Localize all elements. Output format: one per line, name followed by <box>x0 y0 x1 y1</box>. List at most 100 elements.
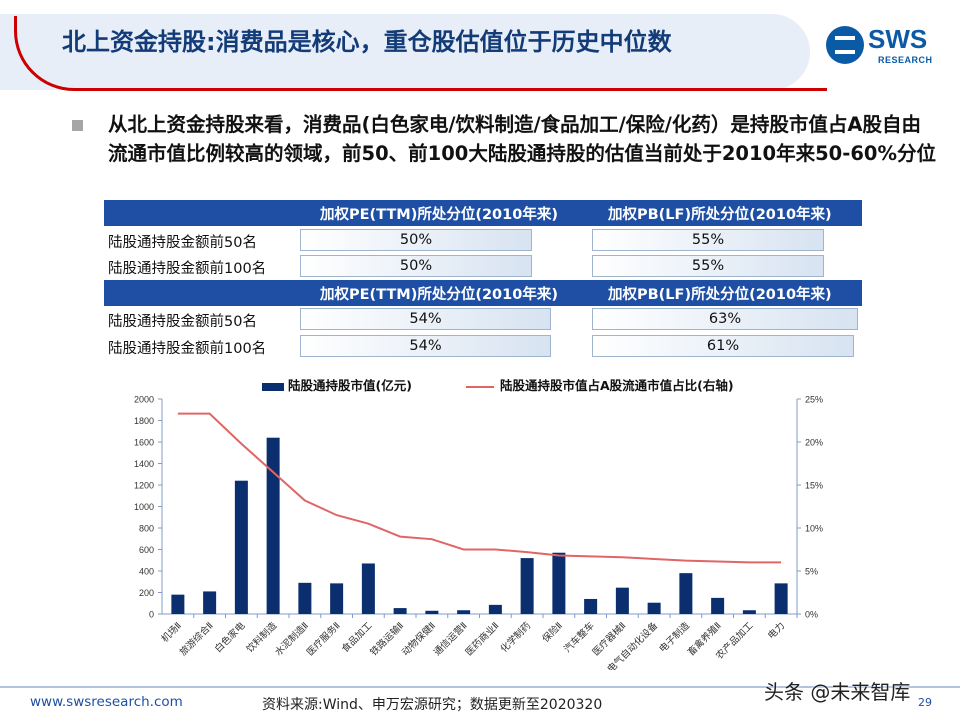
holdings-chart: 0 200 400 600 800 1000 1200 1400 1600 1800 2000 0% 5… <box>134 395 823 671</box>
x-tick-label: 医药商业Ⅱ <box>463 620 502 659</box>
x-tick-label: 铁路运输Ⅱ <box>368 620 407 659</box>
row-label: 陆股通持股金额前50名 <box>108 314 257 330</box>
bar <box>425 610 439 614</box>
pb-cell: 63% <box>592 308 858 330</box>
left-tick-label: 0 <box>149 610 154 620</box>
legend-line-swatch <box>466 385 494 388</box>
pe-value: 54% <box>409 311 442 327</box>
right-tick-label: 15% <box>805 481 823 491</box>
bar <box>393 608 407 614</box>
pe-value: 50% <box>399 232 433 248</box>
col-pb-header: 加权PB(LF)所处分位(2010年来) <box>608 207 832 223</box>
legend-bar-label: 陆股通持股市值(亿元) <box>288 378 412 393</box>
left-tick-label: 200 <box>139 588 154 598</box>
table-header: 加权PE(TTM)所处分位(2010年来) 加权PB(LF)所处分位(2010年… <box>104 200 862 226</box>
col-pe-header: 加权PE(TTM)所处分位(2010年来) <box>320 287 558 303</box>
x-tick-label: 动物保健Ⅱ <box>399 620 438 659</box>
sws-logo-icon <box>826 26 864 64</box>
watermark: 头条 @未来智库 <box>764 680 911 704</box>
left-tick-label: 2000 <box>134 395 154 405</box>
bar <box>774 583 788 614</box>
bar <box>584 598 598 614</box>
sws-logo: SWS RESEARCH <box>826 24 946 74</box>
bar <box>234 480 248 614</box>
table-row: 陆股通持股金额前100名 54% 61% <box>104 333 862 361</box>
pe-value: 54% <box>409 338 442 354</box>
title-banner <box>0 14 827 91</box>
x-tick-label: 医疗服务Ⅱ <box>304 620 343 659</box>
bar <box>171 594 185 614</box>
legend-bar-swatch <box>262 382 284 391</box>
footer-divider <box>0 686 960 688</box>
x-tick-label: 化学制药 <box>498 620 533 655</box>
footer-site: www.swsresearch.com <box>30 694 183 710</box>
bullet-text: 从北上资金持股来看，消费品(白色家电/饮料制造/食品加工/保险/化药）是持股市值… <box>108 113 937 165</box>
pb-cell: 55% <box>592 255 824 277</box>
legend-line-label: 陆股通持股市值占A股流通市值占比(右轴) <box>500 378 734 393</box>
col-pb-header: 加权PB(LF)所处分位(2010年来) <box>608 287 832 303</box>
table-row: 陆股通持股金额前50名 54% 63% <box>104 306 862 334</box>
pb-value: 63% <box>708 311 742 327</box>
bar <box>520 558 534 614</box>
page-number: 29 <box>918 696 932 709</box>
legend-bar: 陆股通持股市值(亿元) <box>262 375 412 394</box>
x-tick-label: 白色家电 <box>212 619 248 655</box>
left-tick-label: 1800 <box>134 416 154 426</box>
left-tick-label: 800 <box>139 524 154 534</box>
bar <box>742 610 756 614</box>
row-label: 陆股通持股金额前50名 <box>108 235 257 251</box>
row-label: 陆股通持股金额前100名 <box>108 341 267 357</box>
table-row: 陆股通持股金额前50名 50% 55% <box>104 227 862 255</box>
right-tick-label: 20% <box>805 438 823 448</box>
bar <box>203 591 217 614</box>
right-tick-label: 5% <box>805 567 818 577</box>
bar <box>361 563 375 614</box>
bar <box>711 597 725 614</box>
bar <box>457 610 471 614</box>
ratio-line <box>177 412 782 564</box>
legend-line: 陆股通持股市值占A股流通市值占比(右轴) <box>466 375 734 394</box>
right-tick-label: 0% <box>805 610 818 620</box>
pb-cell: 61% <box>592 335 854 357</box>
pe-cell: 54% <box>300 308 551 330</box>
x-tick-label: 电力 <box>765 620 787 642</box>
pe-value: 50% <box>399 258 433 274</box>
left-tick-label: 1400 <box>134 459 154 469</box>
pb-value: 55% <box>691 258 725 274</box>
left-tick-label: 1200 <box>134 481 154 491</box>
footer-source: 资料来源:Wind、申万宏源研究；数据更新至2020320 <box>262 697 603 713</box>
left-tick-label: 1000 <box>134 502 154 512</box>
bar <box>552 552 566 614</box>
bar <box>298 582 312 614</box>
pe-cell: 50% <box>300 255 532 277</box>
bar <box>488 604 502 614</box>
right-tick-label: 25% <box>805 395 823 405</box>
bullet-square-icon <box>72 120 83 131</box>
left-tick-label: 1600 <box>134 438 154 448</box>
col-pe-header: 加权PE(TTM)所处分位(2010年来) <box>320 207 558 223</box>
left-tick-label: 400 <box>139 567 154 577</box>
left-tick-label: 600 <box>139 545 154 555</box>
pb-value: 61% <box>706 338 740 354</box>
x-tick-label: 机场Ⅱ <box>159 620 184 645</box>
bar <box>266 437 280 614</box>
pe-cell: 50% <box>300 229 532 251</box>
pb-value: 55% <box>691 232 725 248</box>
bar <box>330 583 344 614</box>
bar <box>647 602 661 614</box>
table-row: 陆股通持股金额前100名 50% 55% <box>104 253 862 281</box>
title-banner-background <box>0 14 810 90</box>
table-header: 加权PE(TTM)所处分位(2010年来) 加权PB(LF)所处分位(2010年… <box>104 280 862 306</box>
row-label: 陆股通持股金额前100名 <box>108 261 267 277</box>
pe-cell: 54% <box>300 335 551 357</box>
x-tick-label: 水泥制造Ⅱ <box>272 620 311 659</box>
logo-brand: SWS <box>868 24 928 54</box>
bar <box>679 573 693 614</box>
right-tick-label: 10% <box>805 524 823 534</box>
page-title: 北上资金持股:消费品是核心，重仓股估值位于历史中位数 <box>62 28 672 56</box>
x-tick-label: 通信运营Ⅱ <box>431 620 470 659</box>
pb-cell: 55% <box>592 229 824 251</box>
x-tick-label: 旅游综合Ⅱ <box>177 620 216 659</box>
bar <box>615 587 629 614</box>
logo-sub: RESEARCH <box>878 55 933 65</box>
